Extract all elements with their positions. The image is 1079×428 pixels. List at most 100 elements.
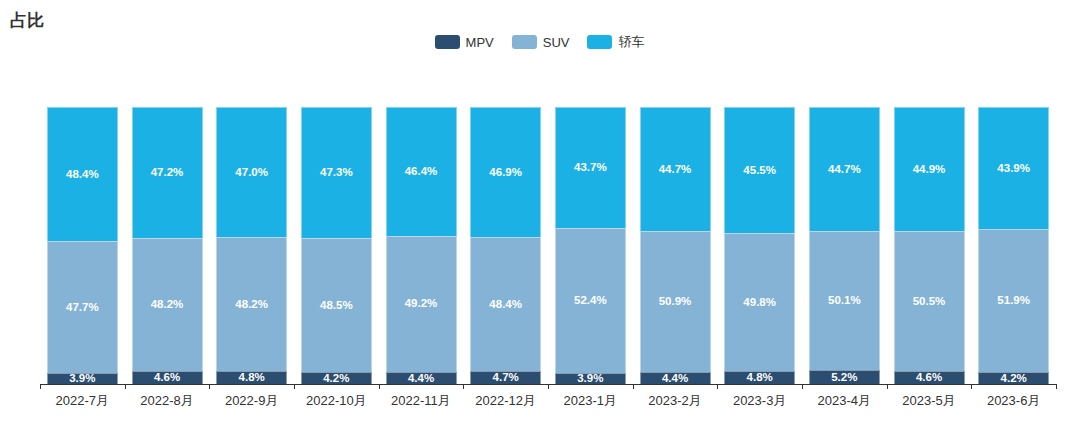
bar-segment-轿车[interactable]: 43.7% — [555, 107, 626, 228]
bar-segment-SUV[interactable]: 48.2% — [132, 238, 203, 372]
x-axis-label: 2022-10月 — [294, 392, 379, 410]
x-axis-tick — [802, 384, 803, 389]
segment-value-label: 49.2% — [405, 298, 438, 310]
segment-value-label: 47.7% — [66, 302, 99, 314]
segment-value-label: 50.1% — [828, 295, 861, 307]
x-axis-label: 2022-9月 — [209, 392, 294, 410]
segment-value-label: 48.4% — [66, 169, 99, 181]
x-axis-label: 2022-8月 — [125, 392, 210, 410]
x-axis-label: 2022-7月 — [40, 392, 125, 410]
x-axis-label: 2023-1月 — [548, 392, 633, 410]
bar-segment-轿车[interactable]: 46.4% — [386, 107, 457, 236]
chart-canvas: 占比 MPVSUV轿车 3.9%47.7%48.4%2022-7月4.6%48.… — [0, 0, 1079, 428]
bar-segment-轿车[interactable]: 47.2% — [132, 107, 203, 238]
segment-value-label: 44.7% — [659, 164, 692, 176]
segment-value-label: 44.9% — [913, 164, 946, 176]
bar-segment-轿车[interactable]: 47.0% — [216, 107, 287, 237]
segment-value-label: 4.6% — [154, 372, 180, 384]
bar-column-2023-3月: 4.8%49.8% 45.5% — [724, 0, 795, 384]
bar-segment-SUV[interactable]: 50.5% — [894, 231, 965, 371]
bar-segment-SUV[interactable]: 48.4% — [470, 237, 541, 371]
segment-value-label: 46.9% — [489, 167, 522, 179]
bar-segment-轿车[interactable]: 44.7% — [640, 107, 711, 231]
x-axis-label: 2023-2月 — [633, 392, 718, 410]
x-axis-tick — [887, 384, 888, 389]
x-axis-tick — [209, 384, 210, 389]
bar-segment-MPV[interactable]: 4.8% — [724, 371, 795, 384]
bar-segment-轿车[interactable]: 46.9% — [470, 107, 541, 237]
segment-value-label: 45.5% — [743, 165, 776, 177]
bar-segment-轿车[interactable]: 43.9% — [978, 107, 1049, 229]
plot-area: 3.9% 47.7% 48.4% 2022-7月 4.6% 48.2% 47.2% 2022-… — [0, 0, 1079, 428]
bar-column-2023-5月: 4.6% 50.5% 44.9% — [894, 0, 965, 384]
segment-value-label: 46.4% — [405, 166, 438, 178]
bar-column-2023-1月: 3.9%52.4%43.7% — [555, 0, 626, 384]
segment-value-label: 5.2% — [831, 372, 857, 384]
bar-segment-MPV[interactable]: 5.2% — [809, 370, 880, 384]
bar-segment-SUV[interactable]: 49.2% — [386, 236, 457, 372]
bar-segment-MPV[interactable]: 4.6% — [132, 371, 203, 384]
segment-value-label: 48.5% — [320, 300, 353, 312]
bar-segment-MPV[interactable]: 4.6% — [894, 371, 965, 384]
bar-segment-SUV[interactable]: 48.2% — [216, 237, 287, 371]
x-axis-tick — [633, 384, 634, 389]
bar-segment-MPV[interactable]: 3.9% — [47, 373, 118, 384]
bar-segment-SUV[interactable]: 50.1% — [809, 231, 880, 370]
bar-segment-SUV[interactable]: 51.9% — [978, 229, 1049, 373]
x-axis-tick — [717, 384, 718, 389]
bar-segment-MPV[interactable]: 4.4% — [640, 372, 711, 384]
x-axis-tick — [379, 384, 380, 389]
x-axis-tick — [40, 384, 41, 389]
segment-value-label: 48.4% — [489, 299, 522, 311]
bar-segment-MPV[interactable]: 4.8% — [216, 371, 287, 384]
bar-segment-MPV[interactable]: 4.4% — [386, 372, 457, 384]
x-axis-label: 2023-5月 — [887, 392, 972, 410]
bar-segment-MPV[interactable]: 4.2% — [978, 372, 1049, 384]
bar-segment-SUV[interactable]: 52.4% — [555, 228, 626, 373]
bar-column-2022-11月: 4.4% 49.2% 46.4% — [386, 0, 457, 384]
x-axis-tick — [548, 384, 549, 389]
segment-value-label: 50.9% — [659, 296, 692, 308]
segment-value-label: 50.5% — [913, 296, 946, 308]
bar-column-2023-6月: 4.2% 51.9% 43.9% — [978, 0, 1049, 384]
segment-value-label: 4.2% — [1001, 373, 1027, 385]
bar-segment-SUV[interactable]: 50.9% — [640, 231, 711, 372]
bar-segment-轿车[interactable]: 44.9% — [894, 107, 965, 231]
bar-column-2022-8月: 4.6% 48.2% 47.2% — [132, 0, 203, 384]
segment-value-label: 4.8% — [239, 372, 265, 384]
bar-column-2023-2月: 4.4% 50.9% 44.7% — [640, 0, 711, 384]
x-axis-tick — [294, 384, 295, 389]
bar-column-2023-4月: 5.2% 50.1% 44.7% — [809, 0, 880, 384]
segment-value-label: 4.4% — [408, 373, 434, 385]
bar-column-2022-12月: 4.7% 48.4% 46.9% — [470, 0, 541, 384]
segment-value-label: 51.9% — [997, 295, 1030, 307]
x-axis-label: 2023-3月 — [717, 392, 802, 410]
bar-segment-MPV[interactable]: 4.7% — [470, 371, 541, 384]
bar-segment-MPV[interactable]: 3.9% — [555, 373, 626, 384]
x-axis-label: 2022-12月 — [463, 392, 548, 410]
x-axis-tick — [463, 384, 464, 389]
bar-segment-轿车[interactable]: 48.4% — [47, 107, 118, 241]
segment-value-label: 4.6% — [916, 372, 942, 384]
segment-value-label: 48.2% — [235, 299, 268, 311]
segment-value-label: 47.2% — [151, 167, 184, 179]
x-axis-tick — [125, 384, 126, 389]
segment-value-label: 44.7% — [828, 164, 861, 176]
bar-segment-轿车[interactable]: 44.7% — [809, 107, 880, 231]
bar-column-2022-10月: 4.2% 48.5% 47.3% — [301, 0, 372, 384]
x-axis-tick — [971, 384, 972, 389]
segment-value-label: 4.8% — [747, 372, 773, 384]
segment-value-label: 3.9% — [577, 373, 603, 385]
bar-segment-SUV[interactable]: 48.5% — [301, 238, 372, 372]
bar-segment-MPV[interactable]: 4.2% — [301, 372, 372, 384]
bar-segment-SUV[interactable]: 47.7% — [47, 241, 118, 373]
segment-value-label: 48.2% — [151, 299, 184, 311]
bar-segment-轿车[interactable]: 47.3% — [301, 107, 372, 238]
segment-value-label: 43.9% — [997, 163, 1030, 175]
x-axis-label: 2023-6月 — [971, 392, 1056, 410]
x-axis-label: 2022-11月 — [379, 392, 464, 410]
x-axis-label: 2023-4月 — [802, 392, 887, 410]
bar-segment-轿车[interactable]: 45.5% — [724, 107, 795, 233]
segment-value-label: 3.9% — [69, 373, 95, 385]
bar-segment-SUV[interactable]: 49.8% — [724, 233, 795, 371]
